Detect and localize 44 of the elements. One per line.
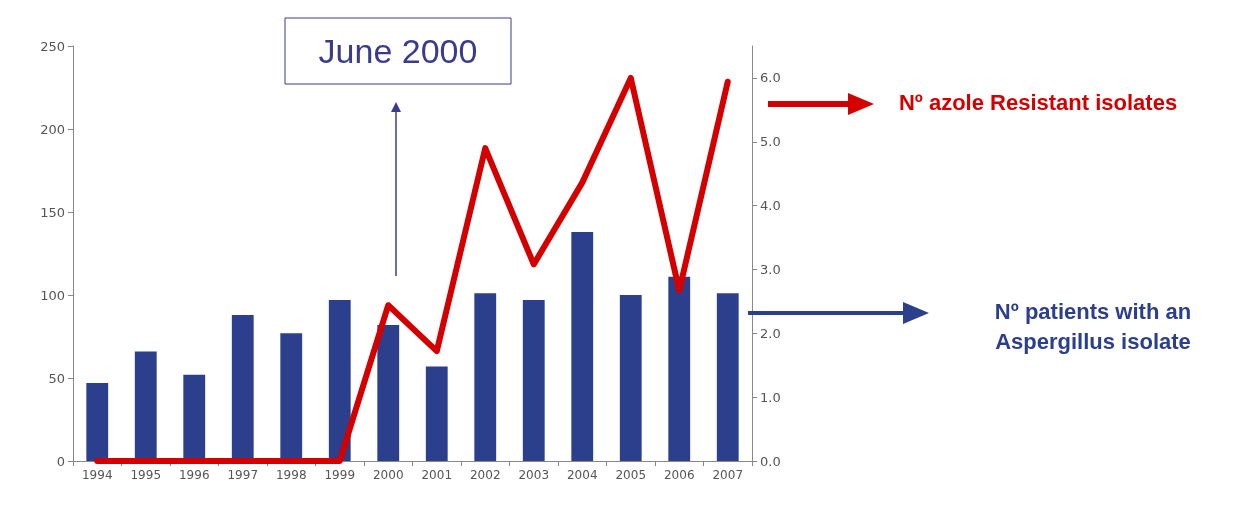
x-tick-label: 2007: [712, 468, 744, 482]
y2-tick-label: 5.0: [760, 134, 781, 150]
y-tick-label: 200: [40, 121, 65, 137]
x-tick-label: 1997: [227, 468, 259, 482]
x-tick-label: 2001: [421, 468, 453, 482]
y2-tick-label: 1.0: [760, 389, 781, 405]
x-tick-label: 2003: [518, 468, 550, 482]
annotation: June 2000: [318, 32, 478, 70]
bar: [231, 314, 254, 461]
bar: [425, 366, 448, 461]
y2-tick-label: 3.0: [760, 261, 781, 277]
x-tick-label: 1995: [130, 468, 162, 482]
y2-tick-label: 6.0: [760, 70, 781, 86]
y2-tick-label: 2.0: [760, 325, 781, 341]
y2-tick-label: 0.0: [760, 453, 781, 469]
bar: [571, 231, 594, 461]
x-tick-label: 1996: [178, 468, 210, 482]
bar: [280, 333, 303, 461]
x-tick-label: 1994: [81, 468, 113, 482]
y-tick-label: 0: [56, 453, 65, 469]
y-tick-label: 250: [40, 38, 65, 54]
x-tick-label: 2006: [663, 468, 695, 482]
y-tick-label: 150: [40, 204, 65, 220]
bar: [474, 293, 497, 461]
bar: [183, 374, 206, 461]
y-tick-label: 50: [48, 370, 65, 386]
bar: [716, 293, 739, 461]
bar: [668, 276, 691, 461]
x-tick-label: 2004: [566, 468, 598, 482]
x-tick-label: 2000: [372, 468, 404, 482]
y2-tick-label: 4.0: [760, 198, 781, 214]
bar: [619, 295, 642, 461]
bar: [377, 324, 400, 461]
x-tick-label: 2005: [615, 468, 647, 482]
x-tick-label: 1998: [275, 468, 307, 482]
bar: [134, 351, 157, 461]
bar: [86, 382, 109, 461]
bar: [522, 299, 545, 461]
y-tick-label: 100: [40, 287, 65, 303]
legend-label: Nº azole Resistant isolates: [897, 88, 1179, 117]
bar: [328, 299, 351, 461]
x-tick-label: 2002: [469, 468, 501, 482]
text: Nº patients with an Aspergillus isolate: [993, 298, 1193, 357]
x-tick-label: 1999: [324, 468, 356, 482]
